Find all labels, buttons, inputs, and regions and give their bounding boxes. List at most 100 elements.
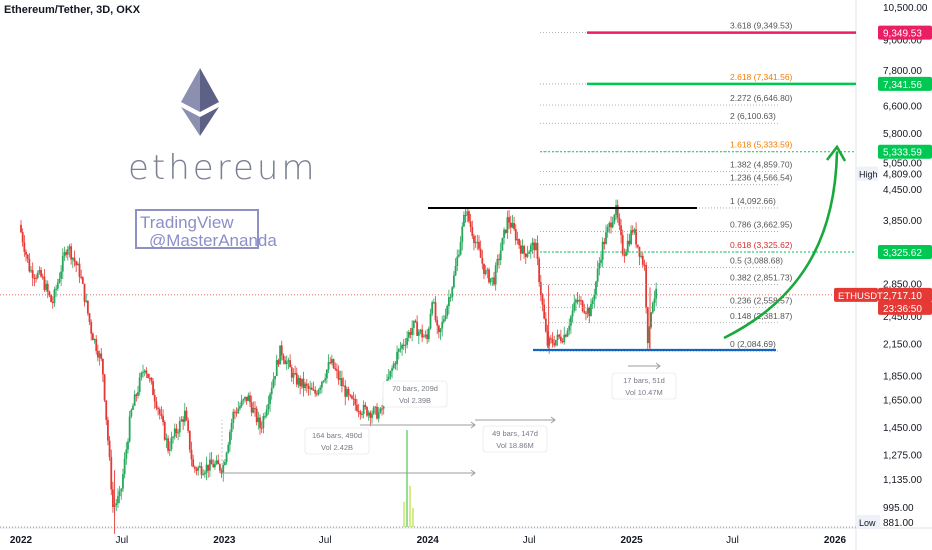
candle-body bbox=[625, 251, 627, 256]
candle-body bbox=[33, 277, 36, 279]
candle-body bbox=[294, 373, 297, 375]
candle-body bbox=[583, 311, 586, 313]
candle-body bbox=[549, 338, 552, 340]
candle-body bbox=[554, 339, 557, 346]
candle-body bbox=[108, 440, 111, 458]
candle-body bbox=[187, 420, 190, 431]
candle-body bbox=[150, 377, 153, 382]
candle-body bbox=[88, 313, 91, 322]
candle-body bbox=[468, 211, 470, 222]
candle-body bbox=[45, 283, 47, 290]
candle-body bbox=[117, 496, 119, 504]
fib-level-label: 0.236 (2,558.57) bbox=[730, 296, 793, 306]
price-tag-label: 3,325.62 bbox=[883, 248, 922, 259]
price-axis-panel bbox=[856, 0, 932, 550]
candle-body bbox=[590, 303, 592, 317]
candle-body bbox=[570, 316, 572, 326]
y-tick-label: 5,800.00 bbox=[883, 129, 922, 140]
x-tick-label: 2024 bbox=[417, 535, 440, 546]
candle-body bbox=[46, 283, 49, 292]
candle-body bbox=[379, 408, 382, 413]
candle-body bbox=[107, 419, 109, 441]
candle-body bbox=[469, 221, 472, 228]
candle-body bbox=[369, 412, 372, 418]
y-tick-label: 2,850.00 bbox=[883, 280, 922, 291]
candle-body bbox=[249, 395, 251, 403]
candle-body bbox=[162, 415, 164, 423]
candle-body bbox=[414, 320, 417, 322]
candle-body bbox=[539, 282, 542, 295]
x-tick-label: 2026 bbox=[824, 535, 847, 546]
candle-body bbox=[653, 298, 656, 303]
candle-body bbox=[436, 320, 439, 326]
watermark-line1: TradingView bbox=[140, 213, 234, 232]
candle-body bbox=[60, 271, 63, 279]
candle-body bbox=[478, 241, 480, 249]
candle-body bbox=[559, 336, 562, 342]
candle-body bbox=[473, 236, 475, 243]
candle-body bbox=[411, 328, 414, 335]
candle-body bbox=[220, 470, 223, 474]
candle-body bbox=[563, 334, 566, 343]
candle-body bbox=[177, 432, 180, 434]
candle-body bbox=[219, 464, 221, 471]
candle-body bbox=[30, 270, 32, 272]
candle-body bbox=[336, 369, 338, 371]
candle-body bbox=[152, 381, 154, 396]
candle-body bbox=[630, 230, 632, 245]
candle-body bbox=[36, 272, 39, 279]
candle-body bbox=[354, 399, 357, 405]
candle-body bbox=[142, 372, 144, 374]
candle-body bbox=[262, 416, 265, 428]
candle-body bbox=[341, 378, 343, 387]
fib-level-label: 1.236 (4,566.54) bbox=[730, 173, 793, 183]
measure-label bbox=[611, 372, 677, 400]
candle-body bbox=[297, 377, 300, 385]
price-tag-label: 7,341.56 bbox=[883, 80, 922, 91]
fib-level-label: 0.618 (3,325.62) bbox=[730, 240, 793, 250]
candle-body bbox=[626, 240, 629, 252]
candle-body bbox=[588, 307, 591, 317]
candle-body bbox=[28, 258, 31, 272]
candle-body bbox=[210, 459, 213, 465]
candle-body bbox=[165, 438, 168, 440]
candle-body bbox=[71, 257, 74, 260]
candle-body bbox=[320, 381, 323, 388]
candle-body bbox=[528, 251, 531, 254]
candle-body bbox=[503, 229, 505, 238]
candle-body bbox=[362, 404, 365, 415]
candle-body bbox=[591, 300, 594, 304]
candle-body bbox=[157, 408, 159, 410]
candle-body bbox=[456, 256, 459, 266]
candle-body bbox=[138, 377, 141, 393]
candle-body bbox=[531, 242, 534, 246]
candle-body bbox=[595, 281, 597, 295]
price-tag-label: 5,333.59 bbox=[883, 148, 922, 159]
candle-body bbox=[397, 349, 400, 352]
candle-body bbox=[464, 214, 467, 216]
candle-body bbox=[35, 277, 37, 279]
candle-body bbox=[533, 242, 536, 251]
candle-body bbox=[85, 300, 88, 302]
x-tick-label: Jul bbox=[726, 535, 739, 546]
candle-body bbox=[451, 287, 454, 298]
candle-body bbox=[394, 363, 397, 365]
candle-body bbox=[334, 367, 337, 370]
measure-box bbox=[482, 425, 548, 453]
candle-body bbox=[636, 244, 639, 247]
candle-body bbox=[605, 232, 607, 244]
candle-body bbox=[352, 398, 355, 400]
candle-body bbox=[402, 344, 405, 346]
candle-body bbox=[175, 428, 178, 434]
candle-body bbox=[349, 394, 352, 396]
fib-level-label: 2.272 (6,646.80) bbox=[730, 93, 793, 103]
measure-label bbox=[382, 380, 448, 408]
candle-body bbox=[302, 378, 305, 389]
candle-body bbox=[96, 351, 99, 358]
price-tag bbox=[878, 287, 932, 302]
candle-body bbox=[190, 449, 193, 460]
y-tick-label: 9,000.00 bbox=[883, 36, 922, 47]
candle-body bbox=[546, 331, 549, 346]
candle-body bbox=[558, 334, 561, 337]
